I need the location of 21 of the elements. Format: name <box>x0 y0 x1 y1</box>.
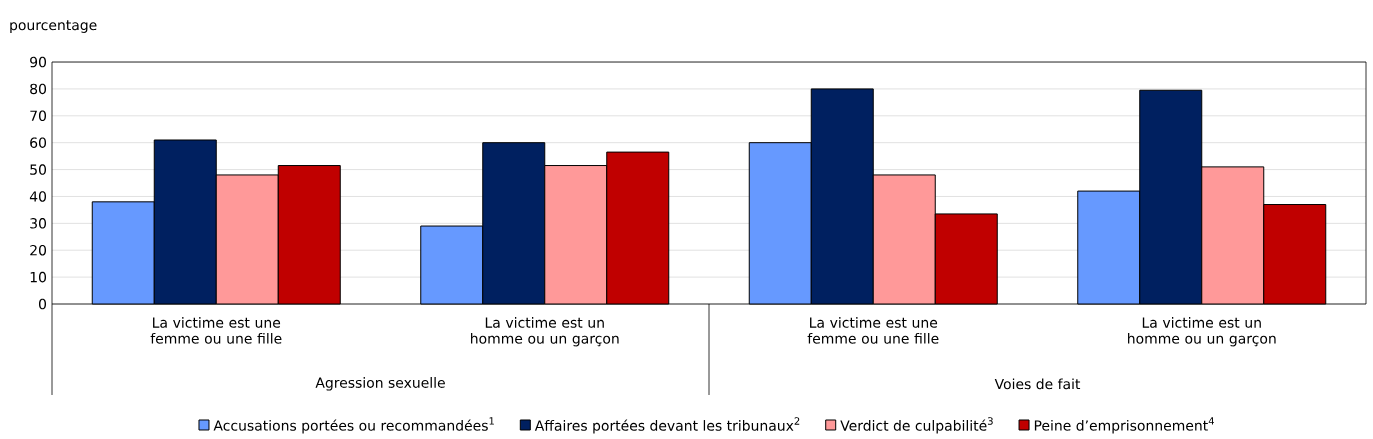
x-tick-label: La victime est une femme ou une fille <box>150 317 282 344</box>
y-tick-label: 30 <box>30 218 47 229</box>
y-tick-label: 50 <box>30 164 47 175</box>
x-tick-label: La victime est une femme ou une fille <box>807 317 939 344</box>
y-tick-label: 80 <box>30 83 47 95</box>
y-tick-label: 90 <box>30 56 47 68</box>
legend-label: Verdict de culpabilité$^{3}$ <box>840 417 993 434</box>
legend-label: Affaires portées devant les tribunaux$^{2}$ <box>534 417 800 434</box>
y-tick-label: 0 <box>38 298 47 310</box>
y-tick-label: 20 <box>30 244 47 256</box>
y-tick-label: 40 <box>29 191 47 202</box>
x-tick-label: La victime est un homme ou un garçon <box>1128 317 1276 347</box>
y-tick-label: 70 <box>30 110 47 122</box>
y-tick-label: 60 <box>30 137 47 148</box>
legend-label: Accusations portées ou recommandées$^{1}$ <box>213 417 494 434</box>
x-tick-label: La victime est un homme ou un garçon <box>471 317 619 347</box>
text: Agression sexuelle <box>315 377 445 391</box>
legend-label: Peine d’emprisonnement$^{4}$ <box>1034 417 1214 434</box>
y-tick-label: 10 <box>30 271 47 283</box>
y-axis-title: pourcentage <box>10 20 97 33</box>
text: Voies de fait <box>994 378 1081 390</box>
